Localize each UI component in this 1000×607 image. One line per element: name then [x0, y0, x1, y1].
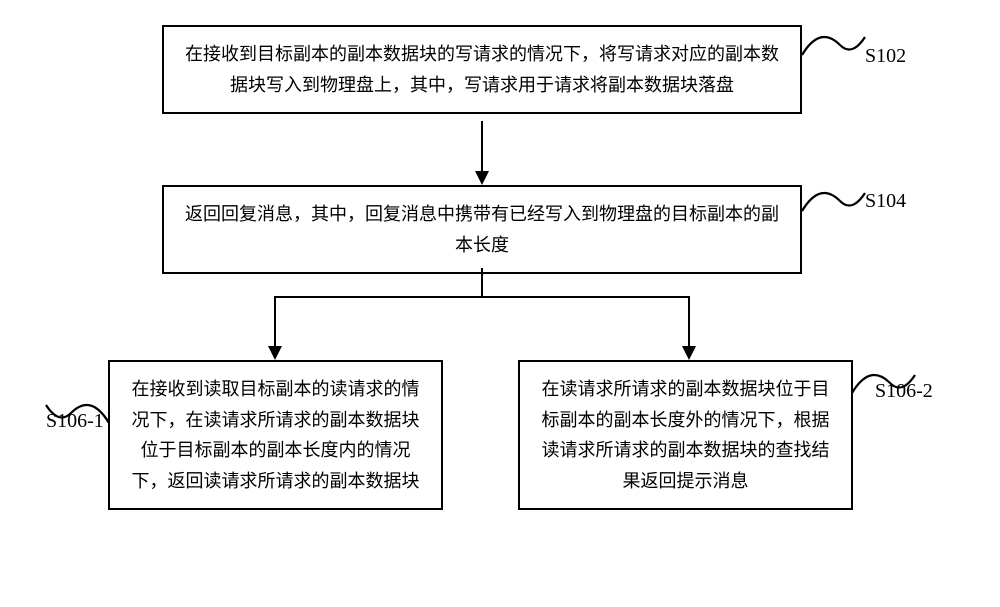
arrow-line: [274, 296, 690, 298]
step-label-s106-1: S106-1: [46, 410, 104, 433]
arrow-head: [475, 171, 489, 185]
flow-step-s106-1: 在接收到读取目标副本的读请求的情况下，在读请求所请求的副本数据块位于目标副本的副…: [108, 360, 443, 510]
connector-curve-s104: [800, 173, 870, 228]
flow-step-text: 在接收到目标副本的副本数据块的写请求的情况下，将写请求对应的副本数据块写入到物理…: [185, 44, 779, 95]
flow-step-text: 在接收到读取目标副本的读请求的情况下，在读请求所请求的副本数据块位于目标副本的副…: [132, 379, 420, 491]
arrow-line: [481, 268, 483, 298]
flow-step-text: 在读请求所请求的副本数据块位于目标副本的副本长度外的情况下，根据读请求所请求的副…: [542, 379, 830, 491]
step-label-s106-2: S106-2: [875, 380, 933, 403]
flow-step-text: 返回回复消息，其中，回复消息中携带有已经写入到物理盘的目标副本的副本长度: [185, 204, 779, 255]
flow-step-s102: 在接收到目标副本的副本数据块的写请求的情况下，将写请求对应的副本数据块写入到物理…: [162, 25, 802, 114]
flow-step-s104: 返回回复消息，其中，回复消息中携带有已经写入到物理盘的目标副本的副本长度: [162, 185, 802, 274]
step-label-s102: S102: [865, 45, 906, 68]
flow-step-s106-2: 在读请求所请求的副本数据块位于目标副本的副本长度外的情况下，根据读请求所请求的副…: [518, 360, 853, 510]
arrow-head: [682, 346, 696, 360]
arrow-line: [688, 296, 690, 348]
arrow-line: [274, 296, 276, 348]
arrow-head: [268, 346, 282, 360]
connector-curve-s102: [800, 17, 870, 72]
arrow-line: [481, 121, 483, 173]
step-label-s104: S104: [865, 190, 906, 213]
